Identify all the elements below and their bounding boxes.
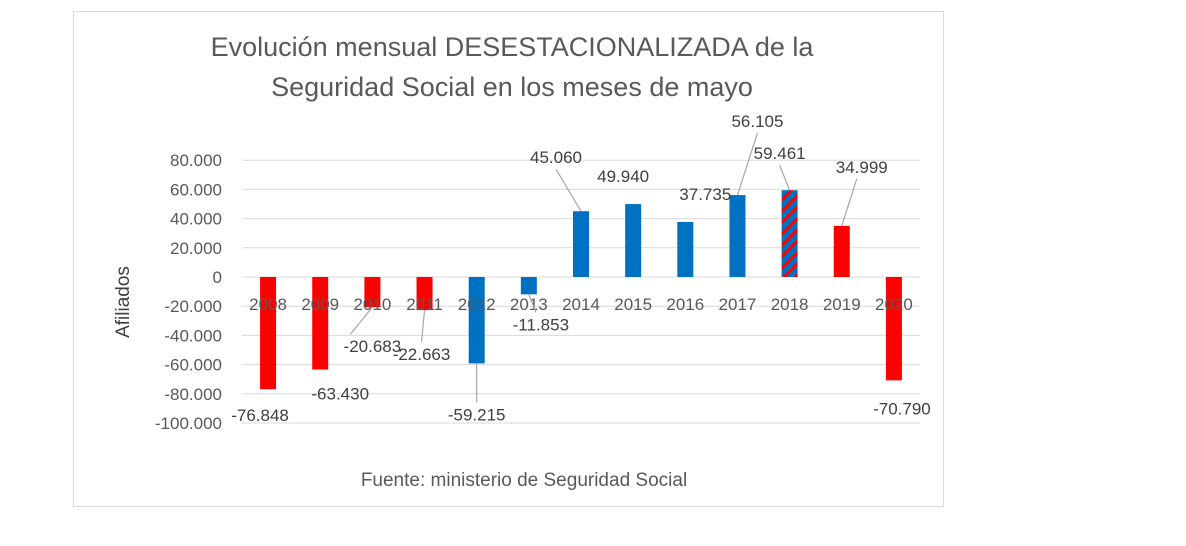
x-tick-label: 2010 (353, 295, 391, 314)
chart-title-line-2: Seguridad Social en los meses de mayo (271, 72, 753, 102)
gridlines (242, 159, 920, 424)
y-tick-label: 80.000 (170, 151, 222, 170)
bar-2008 (260, 277, 277, 390)
x-tick-label: 2008 (249, 295, 287, 314)
x-tick-label: 2009 (301, 295, 339, 314)
y-tick-label: -100.000 (155, 414, 222, 433)
bar-2010 (364, 277, 381, 308)
data-label-2017: 56.105 (731, 112, 783, 131)
data-label-2016: 37.735 (679, 185, 731, 204)
x-tick-label: 2011 (406, 295, 443, 314)
bar-2014 (573, 211, 589, 277)
data-label-2011: -22.663 (393, 345, 451, 364)
y-tick-label: -80.000 (164, 385, 222, 404)
data-label-2008: -76.848 (231, 406, 289, 425)
x-tick-label: 2019 (823, 295, 861, 314)
leader-line (555, 168, 582, 212)
x-tick-label: 2015 (614, 295, 652, 314)
bar-2011 (416, 277, 433, 311)
data-label-2019: 34.999 (836, 158, 888, 177)
x-tick-label: 2016 (666, 295, 704, 314)
bar-2018 (781, 190, 798, 277)
bar-2015 (625, 204, 642, 277)
bar-2016 (677, 221, 694, 277)
data-label-2020: -70.790 (873, 399, 931, 418)
chart-frame: Evolución mensual DESESTACIONALIZADA de … (73, 11, 944, 507)
y-tick-label: -20.000 (164, 297, 222, 316)
data-label-2015: 49.940 (597, 167, 649, 186)
x-tick-label: 2013 (510, 295, 548, 314)
y-tick-label: 0 (213, 268, 222, 287)
x-tick-label: 2012 (458, 295, 496, 314)
category-labels: 2008 2009 2010 2011 2012 2013 2014 2015 2016 2017… (249, 295, 913, 314)
bars (260, 190, 902, 390)
bar-2020 (885, 277, 902, 381)
data-label-2012: -59.215 (448, 405, 506, 424)
x-tick-label: 2017 (719, 295, 757, 314)
data-label-2013: -11.853 (513, 315, 569, 334)
leader-line (349, 306, 373, 335)
source-note: Fuente: ministerio de Seguridad Social (361, 470, 687, 491)
y-tick-label: 20.000 (170, 239, 222, 258)
bar-2017 (729, 195, 746, 277)
data-label-2018: 59.461 (754, 144, 806, 163)
y-tick-label: 60.000 (170, 180, 222, 199)
bar-2013 (520, 277, 537, 295)
data-label-2010: -20.683 (344, 337, 402, 356)
chart: Evolución mensual DESESTACIONALIZADA de … (113, 32, 931, 491)
label-leaders (349, 132, 858, 403)
data-label-2009: -63.430 (311, 385, 369, 404)
x-tick-label: 2014 (562, 295, 600, 314)
bar-2009 (312, 277, 329, 370)
y-axis-ticks: 80.000 60.000 40.000 20.000 0 -20.000 -40.000 -… (155, 151, 222, 433)
y-tick-label: -40.000 (164, 326, 222, 345)
leader-line (420, 310, 426, 343)
data-labels: -76.848 -63.430 -20.683-22.663 -59.215 -11.8… (231, 112, 931, 425)
leader-line (528, 294, 537, 313)
leader-line (779, 164, 791, 191)
leader-line (736, 132, 759, 196)
data-label-2014: 45.060 (530, 148, 582, 167)
x-tick-label: 2018 (771, 295, 809, 314)
leader-line (841, 178, 858, 227)
y-axis-label: Afiliados (113, 266, 134, 338)
y-tick-label: -60.000 (164, 356, 222, 375)
bar-2012 (468, 277, 485, 364)
x-tick-label: 2020 (875, 295, 913, 314)
bar-2019 (833, 225, 850, 277)
chart-title-line-1: Evolución mensual DESESTACIONALIZADA de … (211, 32, 815, 62)
y-tick-label: 40.000 (170, 210, 222, 229)
